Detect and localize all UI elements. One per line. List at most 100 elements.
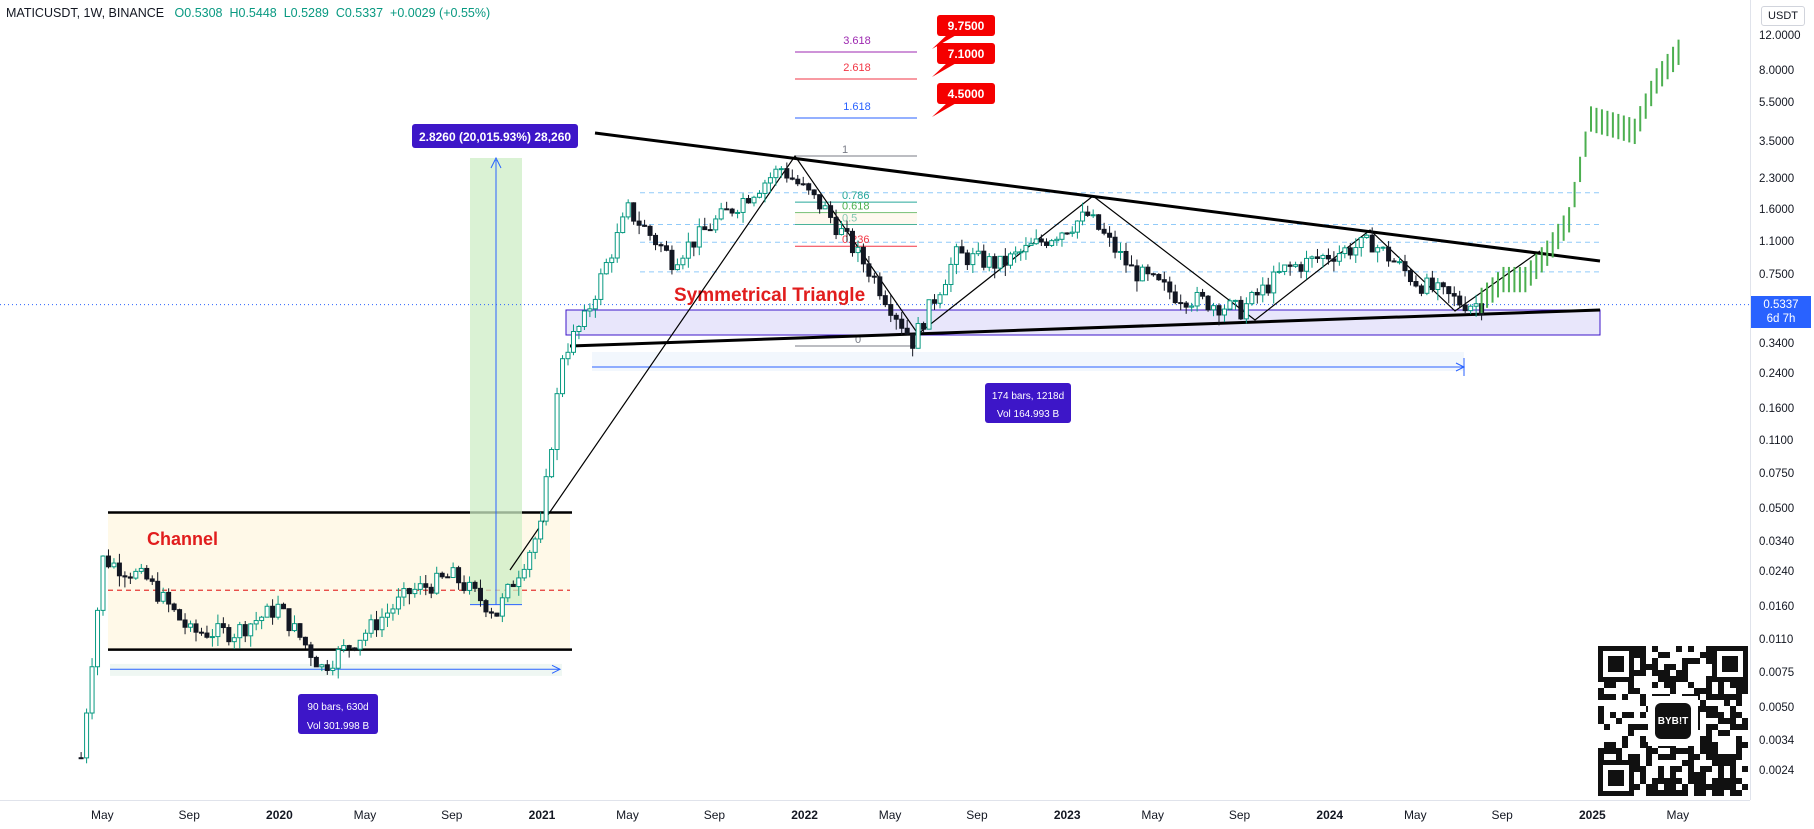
candle-body [1418, 285, 1424, 294]
qr-module [1622, 712, 1628, 718]
qr-module [1724, 718, 1730, 724]
qr-module [1706, 688, 1712, 694]
qr-module [1706, 766, 1712, 772]
qr-module [1706, 748, 1712, 754]
qr-module [1652, 646, 1658, 652]
candle-body [1128, 264, 1134, 267]
qr-module [1742, 742, 1748, 748]
qr-module [1730, 760, 1736, 766]
candle-body [811, 189, 817, 196]
candle-body [1059, 232, 1065, 240]
candle-body [784, 168, 790, 179]
candle-body [647, 225, 653, 236]
qr-module [1706, 646, 1712, 652]
qr-module [1622, 736, 1628, 742]
price-tick-label: 0.7500 [1759, 269, 1795, 282]
time-tick-label: May [1666, 808, 1690, 822]
target-callout-value: 7.1000 [948, 47, 985, 61]
candle-body [915, 323, 921, 349]
qr-module [1736, 682, 1742, 688]
qr-module [1706, 682, 1712, 688]
candle-body [592, 298, 598, 310]
qr-module [1706, 724, 1712, 730]
qr-module [1598, 718, 1604, 724]
candle-body [127, 576, 133, 579]
candle-body [581, 310, 587, 327]
qr-module [1598, 706, 1604, 712]
qr-module [1604, 724, 1610, 730]
qr-module [1616, 754, 1622, 760]
qr-module [1724, 694, 1730, 700]
candle-body [833, 216, 839, 236]
chart-area[interactable]: Channel 90 bars, 630d Vol 301.998 B 2.8260 … [0, 0, 1750, 800]
qr-module [1610, 748, 1616, 754]
price-tick-label: 5.5000 [1759, 97, 1795, 110]
candle-body [1473, 303, 1479, 307]
candle-body [893, 314, 899, 320]
qr-module [1688, 778, 1694, 784]
candle-body [374, 619, 380, 631]
candle-body [84, 712, 90, 759]
target-callout-bg [937, 83, 995, 104]
qr-module [1700, 778, 1706, 784]
qr-module [1712, 748, 1718, 754]
candle-body [1028, 243, 1034, 246]
qr-module [1718, 694, 1724, 700]
qr-module [1658, 766, 1664, 772]
candle-body [549, 449, 555, 478]
last-price-value: 0.5337 [1763, 298, 1799, 311]
range-triangle-label-line1: 174 bars, 1218d [992, 391, 1064, 402]
candle-body [259, 616, 265, 622]
candle-body [253, 620, 259, 625]
candle-body [653, 234, 659, 246]
qr-module [1730, 784, 1736, 790]
target-callout-value: 4.5000 [948, 87, 985, 101]
candle-body [795, 178, 801, 185]
qr-module [1736, 778, 1742, 784]
qr-module [1628, 754, 1634, 760]
qr-module [1652, 748, 1658, 754]
time-axis[interactable]: May Sep 2020 May Sep 2021 May Sep 2022 May Sep 2023… [0, 800, 1750, 829]
measure-arrowhead [490, 156, 502, 169]
candle-body [713, 218, 719, 231]
candle-body [970, 253, 976, 266]
low-value: L0.5289 [283, 6, 329, 20]
triangle-upper-line [594, 131, 1601, 263]
candle-body [204, 632, 210, 638]
candle-body [198, 631, 204, 634]
qr-module [1682, 670, 1688, 676]
candle-body [226, 627, 232, 643]
qr-module [1730, 712, 1736, 718]
candle-body [417, 583, 423, 590]
qr-module [1688, 682, 1694, 688]
qr-module [1736, 688, 1742, 694]
candle-body [997, 255, 1003, 269]
qr-module [1670, 688, 1676, 694]
qr-module [1670, 784, 1676, 790]
candle-body [1232, 299, 1238, 302]
price-tick-label: 1.1000 [1759, 236, 1795, 249]
qr-module [1676, 778, 1682, 784]
currency-button[interactable]: USDT [1761, 6, 1805, 26]
candle-body [1139, 266, 1145, 282]
time-tick-label: 2021 [528, 808, 556, 822]
candle-body [986, 256, 992, 268]
qr-module [1700, 766, 1706, 772]
range-triangle-label-line2: Vol 164.993 B [997, 409, 1060, 420]
qr-module [1694, 772, 1700, 778]
qr-module [1646, 790, 1652, 796]
price-axis[interactable]: USDT 12.0000 8.0000 5.5000 3.5000 2.3000 1.60… [1750, 0, 1814, 800]
candle-body [477, 587, 483, 602]
qr-module [1682, 664, 1688, 670]
qr-module [1694, 688, 1700, 694]
candle-body [1468, 305, 1474, 312]
time-tick-label: Sep [703, 808, 726, 822]
qr-module [1652, 664, 1658, 670]
qr-module [1640, 670, 1646, 676]
support-zone [565, 309, 1601, 336]
price-chart[interactable]: Channel 90 bars, 630d Vol 301.998 B 2.8260 … [0, 0, 1750, 800]
range-channel-label-line2: Vol 301.998 B [307, 721, 370, 732]
measure-label-bg [412, 124, 578, 148]
qr-module [1712, 754, 1718, 760]
qr-module [1640, 772, 1646, 778]
